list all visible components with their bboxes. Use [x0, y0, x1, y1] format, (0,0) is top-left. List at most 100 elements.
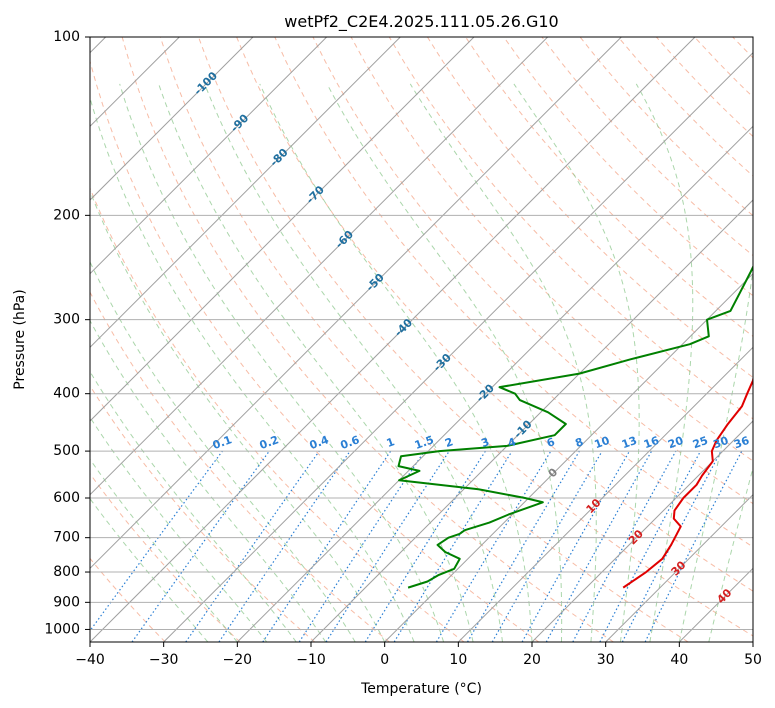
- isotherm-line: [90, 37, 254, 201]
- mixing-ratio-label: 0.2: [258, 433, 281, 452]
- y-tick-label: 100: [53, 29, 80, 45]
- isotherm-line: [90, 37, 696, 642]
- moist-adiabat-line: [90, 96, 415, 642]
- dewpoint-profile-line: [397, 264, 753, 589]
- dry-adiabat-line: [236, 37, 753, 592]
- dry-adiabat-line: [159, 37, 689, 642]
- isotherm-line: [90, 37, 549, 496]
- isotherm-line: [384, 272, 753, 642]
- dry-adiabat-line: [121, 37, 614, 642]
- dry-adiabat-line: [90, 186, 465, 642]
- y-tick-label: 800: [53, 564, 80, 580]
- moist-adiabat-line: [259, 83, 533, 642]
- mixing-ratio-label: 16: [642, 434, 661, 452]
- mixing-ratio-label: 13: [620, 434, 639, 451]
- mixing-ratio-label: 1: [385, 435, 397, 450]
- mixing-ratio-line: [262, 450, 392, 642]
- mixing-ratio-label: 0.4: [308, 433, 331, 452]
- y-tick-label: 600: [53, 490, 80, 506]
- mixing-ratio-line: [521, 450, 631, 642]
- profile-series: [397, 264, 753, 589]
- mixing-ratio-line: [131, 450, 270, 642]
- moist-adiabat-line: [326, 83, 563, 642]
- pressure-grid: [90, 37, 753, 630]
- mixing-ratio-label: 10: [593, 434, 612, 452]
- x-tick-label: 0: [380, 652, 389, 668]
- mixing-ratio-line: [90, 450, 223, 632]
- moist-adiabat-line: [90, 319, 327, 642]
- plot-area: [90, 37, 753, 642]
- x-tick-label: −40: [75, 652, 105, 668]
- moist-adiabat-line: [409, 83, 597, 642]
- moist-adiabat-line: [204, 83, 504, 642]
- y-tick-label: 900: [53, 594, 80, 610]
- isotherm-line: [457, 346, 753, 642]
- mixing-ratio-label: 4: [506, 435, 518, 450]
- mixing-ratio-label: 3: [479, 435, 491, 450]
- y-axis-label: Pressure (hPa): [12, 289, 28, 389]
- y-tick-label: 200: [53, 207, 80, 223]
- x-tick-label: −20: [223, 652, 253, 668]
- y-tick-label: 500: [53, 443, 80, 459]
- dry-adiabat-line: [90, 291, 390, 642]
- isotherm-line: [531, 420, 753, 642]
- x-tick-label: 30: [597, 652, 615, 668]
- dry-adiabat-line: [90, 472, 241, 642]
- moist-adiabat-line: [513, 83, 640, 642]
- x-tick-label: 10: [449, 652, 467, 668]
- x-tick-label: 50: [744, 652, 762, 668]
- moist-adiabat-line: [708, 466, 753, 642]
- x-tick-label: −30: [149, 652, 179, 668]
- mixing-ratio-label: 0.1: [211, 433, 234, 452]
- mixing-ratio-label: 36: [732, 434, 751, 452]
- mixing-ratio-label: 6: [545, 435, 557, 450]
- y-axis-ticks: 100 200 300 400 500 600 700 800 900 1000: [44, 29, 90, 637]
- y-tick-label: 400: [53, 386, 80, 402]
- isotherm-line: [90, 37, 475, 422]
- isotherm-line: [236, 125, 753, 642]
- mixing-ratio-label: 0.6: [339, 433, 362, 452]
- isotherm-line: [310, 199, 753, 642]
- dry-adiabat-line: [90, 384, 316, 642]
- mixing-ratio-label: 1.5: [413, 433, 436, 452]
- y-tick-label: 1000: [44, 621, 80, 637]
- background-lines: [90, 37, 753, 642]
- mixing-ratio-line: [185, 450, 320, 642]
- x-tick-label: −10: [296, 652, 326, 668]
- isotherm-line: [90, 37, 328, 275]
- mixing-ratio-line: [218, 450, 351, 642]
- dry-adiabat-line: [312, 37, 753, 505]
- isotherm-line: [90, 37, 401, 349]
- moist-adiabat-line: [158, 83, 474, 642]
- mixing-ratio-line: [572, 450, 677, 642]
- x-axis-ticks: −40 −30 −20 −10 0 10 20 30 40 50: [75, 642, 762, 668]
- plot-frame: [89, 36, 754, 643]
- mixing-ratio-label: 25: [691, 434, 710, 451]
- mixing-ratio-line: [325, 450, 450, 642]
- dry-adiabat-line: [388, 37, 753, 420]
- dry-adiabat-line: [350, 37, 753, 462]
- isotherm-line: [90, 37, 622, 570]
- moist-adiabat-line: [90, 497, 209, 642]
- x-axis-label: Temperature (°C): [360, 681, 482, 697]
- mixing-ratio-line: [644, 450, 743, 642]
- mixing-ratio-line: [298, 450, 425, 642]
- dry-adiabat-line: [503, 37, 753, 297]
- dry-adiabat-line: [465, 37, 753, 337]
- x-tick-label: 20: [523, 652, 541, 668]
- chart-title: wetPf2_C2E4.2025.111.05.26.G10: [284, 12, 558, 32]
- mixing-ratio-label: 8: [573, 435, 585, 450]
- dry-adiabat-line: [90, 557, 166, 642]
- y-tick-label: 300: [53, 312, 80, 328]
- mixing-ratio-labels: 0.1 0.2 0.4 0.6 1 1.5 2 3 4 6 8 10 13 16 20 25 30 36: [211, 433, 751, 452]
- isotherm-line: [605, 493, 753, 642]
- dry-adiabat-line: [274, 37, 753, 548]
- moist-adiabat-line: [90, 260, 356, 642]
- y-tick-label: 700: [53, 530, 80, 546]
- mixing-ratio-label: 2: [443, 435, 455, 450]
- mixing-ratio-line: [393, 450, 513, 642]
- mixing-ratio-line: [545, 450, 653, 642]
- mixing-ratio-label: 20: [666, 434, 685, 452]
- moist-adiabat-line: [678, 83, 753, 642]
